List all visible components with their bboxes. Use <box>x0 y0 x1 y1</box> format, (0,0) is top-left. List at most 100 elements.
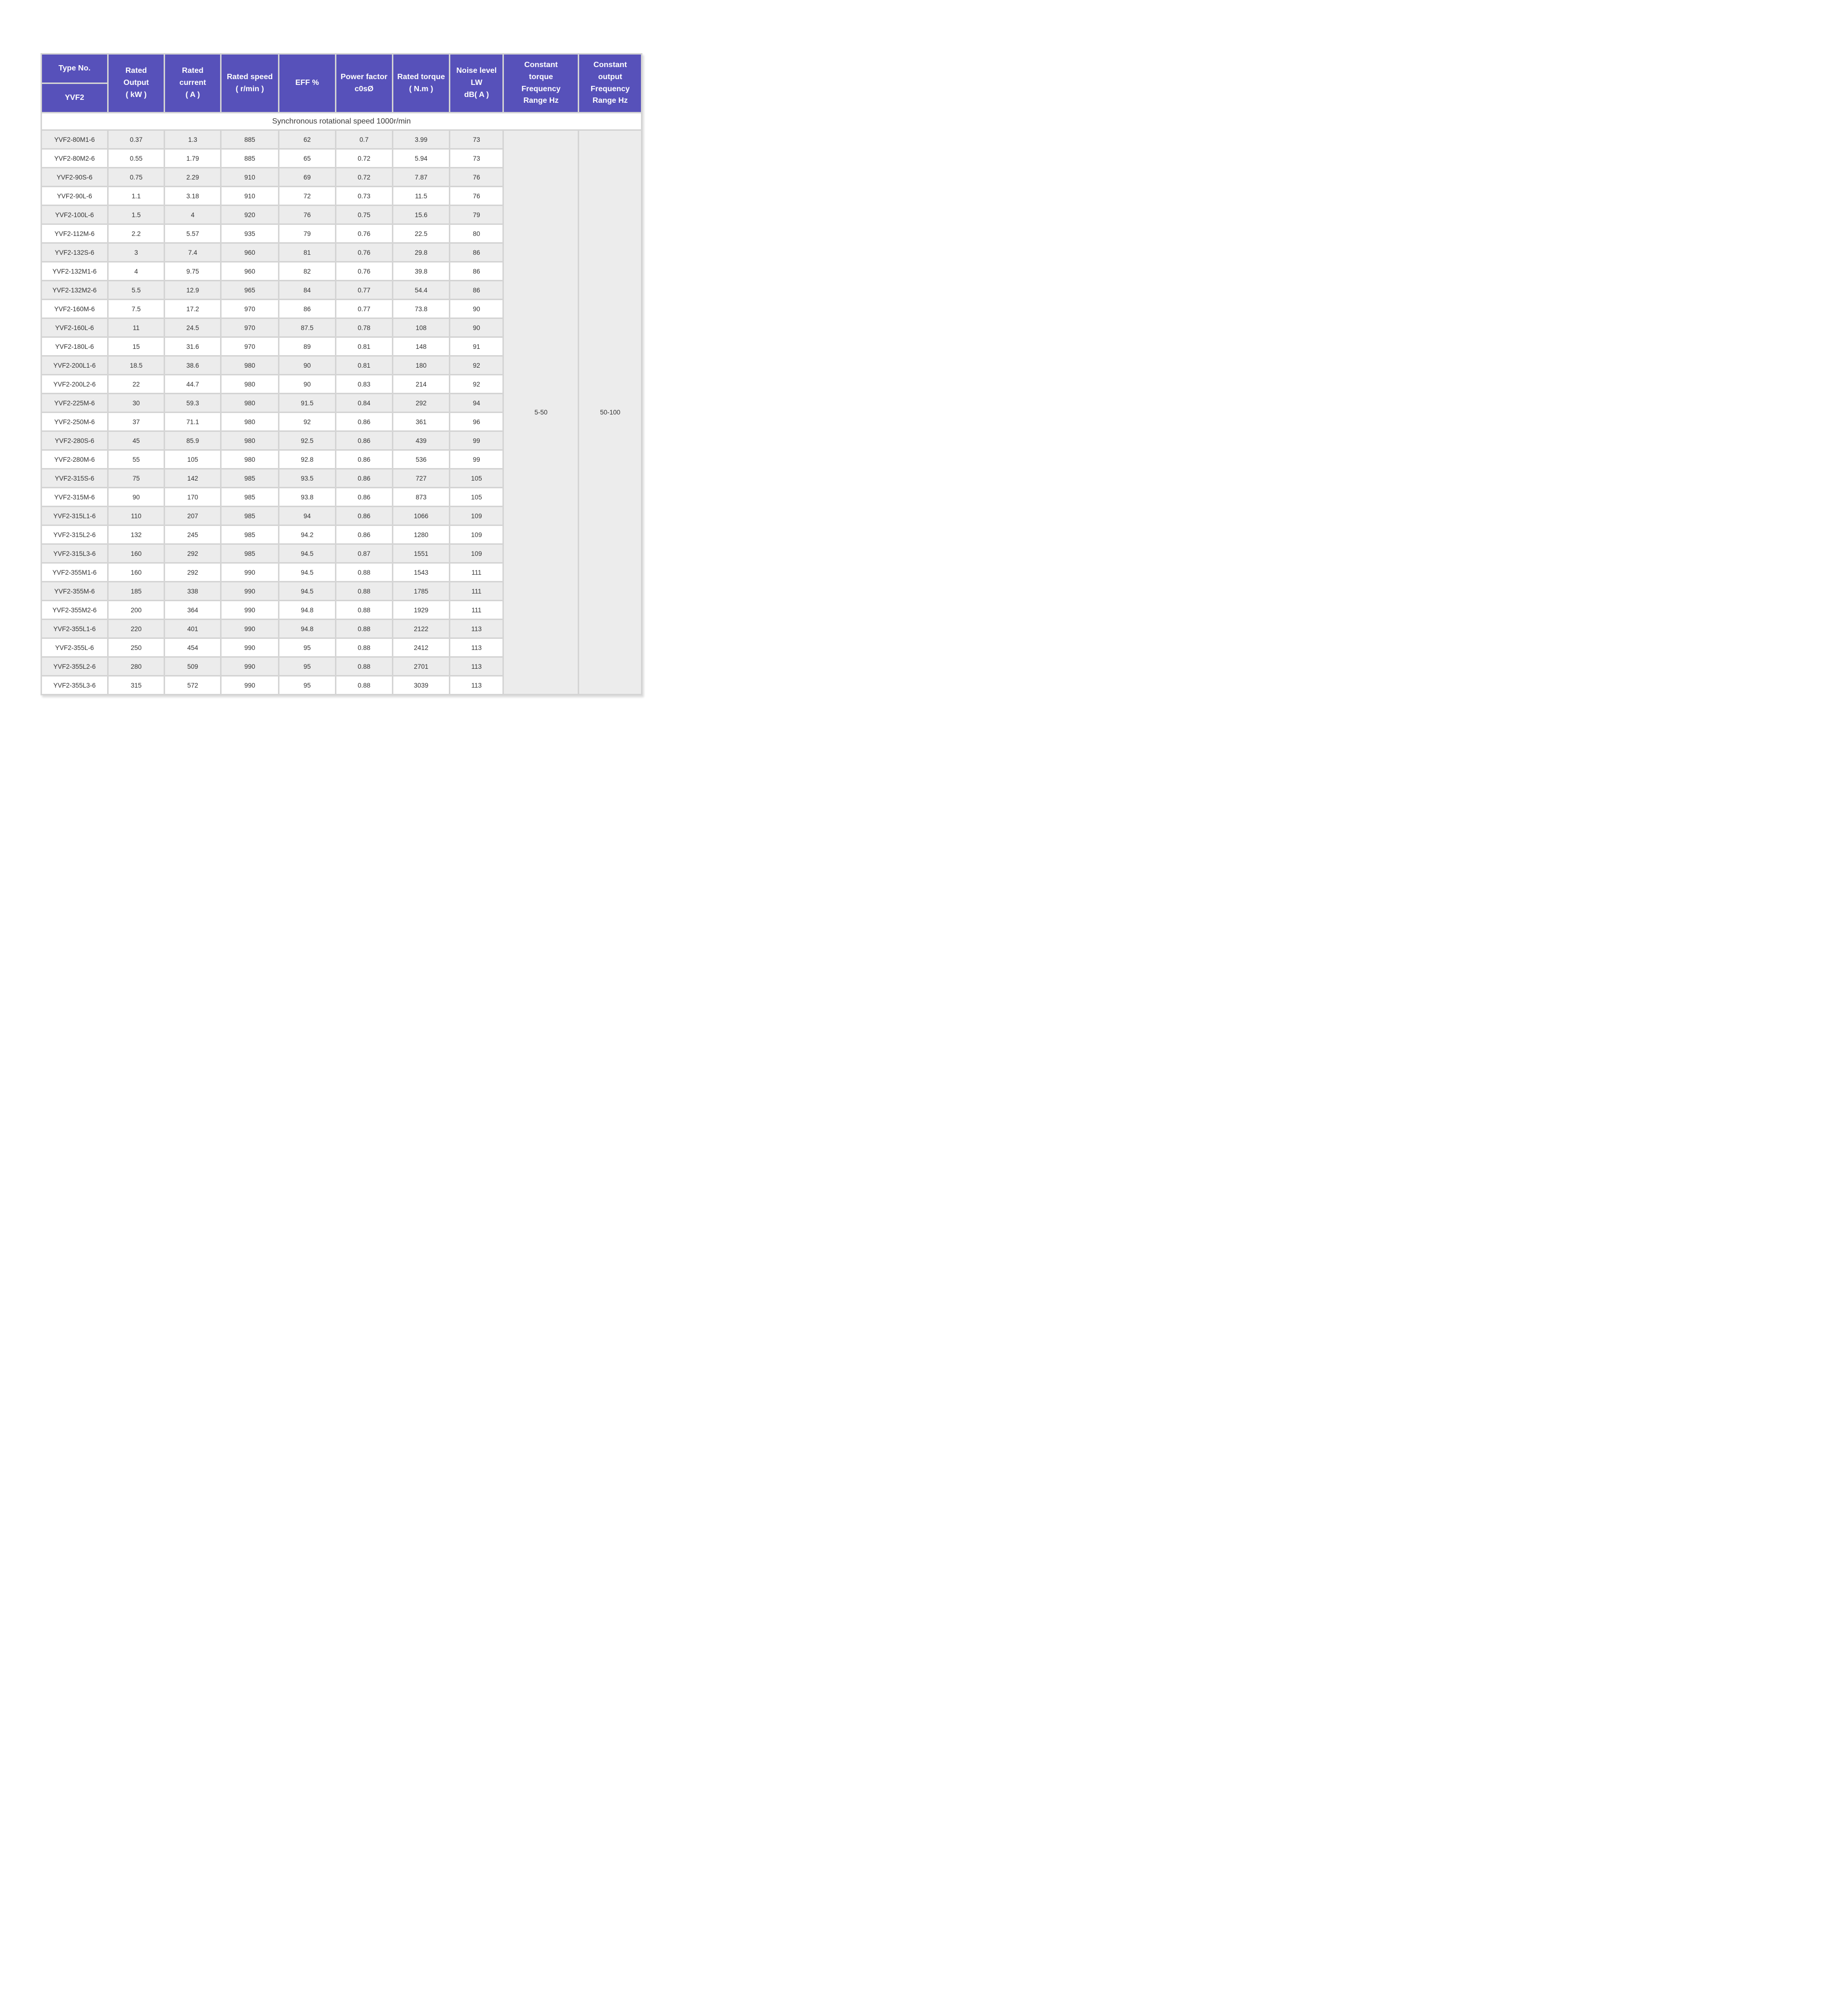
cell-rated-output-kw: 4 <box>108 262 164 280</box>
cell-rated-speed-rpm: 970 <box>222 338 278 355</box>
cell-eff-percent: 92.5 <box>279 432 335 449</box>
cell-rated-current-a: 12.9 <box>165 281 221 299</box>
cell-power-factor: 0.88 <box>336 564 392 581</box>
cell-type-no: YVF2-250M-6 <box>42 413 107 430</box>
cell-noise-level-db: 113 <box>450 677 503 694</box>
cell-rated-output-kw: 15 <box>108 338 164 355</box>
cell-eff-percent: 95 <box>279 677 335 694</box>
spec-row: YVF2-355L3-6 315 572 990 95 0.88 3039 113 <box>42 677 641 694</box>
cell-rated-torque-nm: 3039 <box>393 677 449 694</box>
cell-rated-speed-rpm: 990 <box>222 601 278 619</box>
cell-type-no: YVF2-355L-6 <box>42 639 107 656</box>
cell-rated-output-kw: 0.37 <box>108 131 164 148</box>
col-header-type-no: Type No. <box>42 55 107 83</box>
cell-type-no: YVF2-80M1-6 <box>42 131 107 148</box>
section-header-row: Synchronous rotational speed 1000r/min <box>42 113 641 129</box>
spec-row: YVF2-315S-6 75 142 985 93.5 0.86 727 105 <box>42 469 641 487</box>
cell-type-no: YVF2-160M-6 <box>42 300 107 318</box>
cell-rated-torque-nm: 29.8 <box>393 244 449 261</box>
cell-rated-speed-rpm: 990 <box>222 582 278 600</box>
cell-rated-speed-rpm: 980 <box>222 357 278 374</box>
cell-rated-torque-nm: 54.4 <box>393 281 449 299</box>
cell-eff-percent: 86 <box>279 300 335 318</box>
cell-rated-current-a: 2.29 <box>165 168 221 186</box>
cell-eff-percent: 92.8 <box>279 451 335 468</box>
cell-rated-torque-nm: 180 <box>393 357 449 374</box>
cell-rated-torque-nm: 108 <box>393 319 449 336</box>
cell-rated-torque-nm: 7.87 <box>393 168 449 186</box>
cell-rated-speed-rpm: 985 <box>222 469 278 487</box>
cell-type-no: YVF2-355L2-6 <box>42 658 107 675</box>
cell-noise-level-db: 111 <box>450 601 503 619</box>
cell-noise-level-db: 111 <box>450 582 503 600</box>
cell-rated-current-a: 142 <box>165 469 221 487</box>
cell-eff-percent: 76 <box>279 206 335 223</box>
cell-rated-speed-rpm: 990 <box>222 620 278 637</box>
cell-rated-torque-nm: 22.5 <box>393 225 449 242</box>
cell-type-no: YVF2-355M1-6 <box>42 564 107 581</box>
cell-noise-level-db: 92 <box>450 357 503 374</box>
cell-noise-level-db: 94 <box>450 394 503 412</box>
cell-noise-level-db: 86 <box>450 262 503 280</box>
cell-rated-torque-nm: 2412 <box>393 639 449 656</box>
cell-eff-percent: 65 <box>279 150 335 167</box>
cell-eff-percent: 72 <box>279 187 335 205</box>
cell-type-no: YVF2-132S-6 <box>42 244 107 261</box>
cell-rated-output-kw: 22 <box>108 375 164 393</box>
header-row-top: Type No. Rated Output ( kW ) Rated curre… <box>42 55 641 112</box>
cell-rated-output-kw: 2.2 <box>108 225 164 242</box>
constant-output-range-cell: 50-100 <box>579 131 641 694</box>
cell-noise-level-db: 80 <box>450 225 503 242</box>
cell-power-factor: 0.88 <box>336 601 392 619</box>
cell-rated-speed-rpm: 990 <box>222 677 278 694</box>
cell-rated-torque-nm: 292 <box>393 394 449 412</box>
cell-noise-level-db: 113 <box>450 639 503 656</box>
cell-rated-speed-rpm: 965 <box>222 281 278 299</box>
cell-type-no: YVF2-280M-6 <box>42 451 107 468</box>
cell-rated-torque-nm: 727 <box>393 469 449 487</box>
spec-table-body: YVF2-80M1-6 0.37 1.3 885 62 0.7 3.99 73 5-50 50-1… <box>42 131 641 694</box>
cell-eff-percent: 90 <box>279 357 335 374</box>
cell-rated-output-kw: 1.1 <box>108 187 164 205</box>
spec-row: YVF2-315L1-6 110 207 985 94 0.86 1066 109 <box>42 507 641 525</box>
cell-eff-percent: 95 <box>279 639 335 656</box>
cell-rated-current-a: 24.5 <box>165 319 221 336</box>
cell-power-factor: 0.87 <box>336 545 392 562</box>
cell-rated-torque-nm: 15.6 <box>393 206 449 223</box>
cell-eff-percent: 94.5 <box>279 545 335 562</box>
cell-rated-output-kw: 30 <box>108 394 164 412</box>
cell-rated-current-a: 38.6 <box>165 357 221 374</box>
cell-power-factor: 0.86 <box>336 432 392 449</box>
cell-noise-level-db: 73 <box>450 131 503 148</box>
cell-rated-torque-nm: 1280 <box>393 526 449 543</box>
cell-rated-output-kw: 160 <box>108 564 164 581</box>
col-header-series-yvf2: YVF2 <box>42 84 107 112</box>
spec-row: YVF2-132M1-6 4 9.75 960 82 0.76 39.8 86 <box>42 262 641 280</box>
cell-rated-output-kw: 3 <box>108 244 164 261</box>
cell-rated-output-kw: 75 <box>108 469 164 487</box>
cell-rated-output-kw: 160 <box>108 545 164 562</box>
cell-rated-speed-rpm: 985 <box>222 488 278 506</box>
spec-row: YVF2-132M2-6 5.5 12.9 965 84 0.77 54.4 86 <box>42 281 641 299</box>
cell-rated-current-a: 17.2 <box>165 300 221 318</box>
cell-noise-level-db: 90 <box>450 319 503 336</box>
cell-type-no: YVF2-180L-6 <box>42 338 107 355</box>
spec-row: YVF2-160M-6 7.5 17.2 970 86 0.77 73.8 90 <box>42 300 641 318</box>
spec-row: YVF2-100L-6 1.5 4 920 76 0.75 15.6 79 <box>42 206 641 223</box>
cell-power-factor: 0.83 <box>336 375 392 393</box>
table-wrap: Type No. Rated Output ( kW ) Rated curre… <box>41 53 642 695</box>
cell-eff-percent: 79 <box>279 225 335 242</box>
cell-rated-speed-rpm: 985 <box>222 545 278 562</box>
cell-power-factor: 0.76 <box>336 262 392 280</box>
cell-type-no: YVF2-225M-6 <box>42 394 107 412</box>
spec-row: YVF2-315L3-6 160 292 985 94.5 0.87 1551 109 <box>42 545 641 562</box>
spec-row: YVF2-250M-6 37 71.1 980 92 0.86 361 96 <box>42 413 641 430</box>
cell-power-factor: 0.75 <box>336 206 392 223</box>
cell-rated-output-kw: 280 <box>108 658 164 675</box>
cell-rated-speed-rpm: 910 <box>222 168 278 186</box>
cell-rated-speed-rpm: 960 <box>222 244 278 261</box>
cell-rated-current-a: 509 <box>165 658 221 675</box>
page: { "table": { "section_header": "Synchron… <box>0 53 683 809</box>
cell-rated-speed-rpm: 920 <box>222 206 278 223</box>
cell-rated-output-kw: 45 <box>108 432 164 449</box>
